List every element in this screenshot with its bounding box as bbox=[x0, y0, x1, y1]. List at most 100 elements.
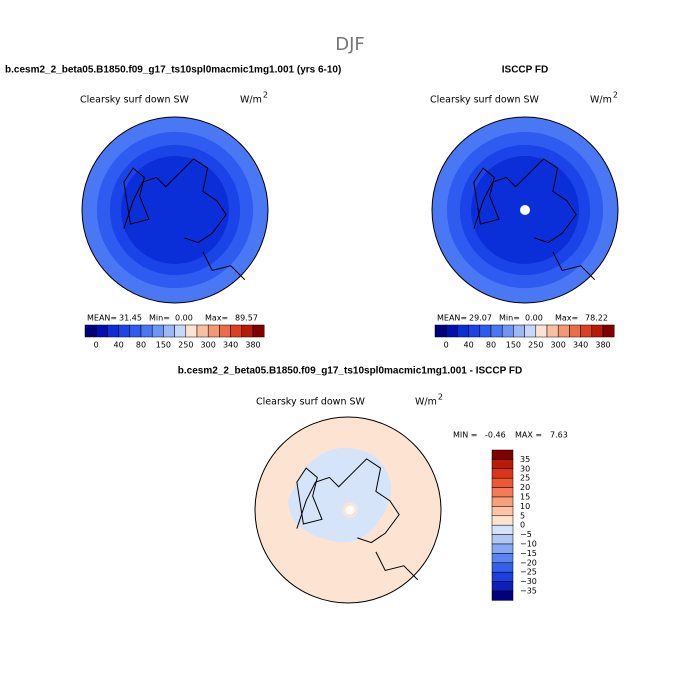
colorbar-box bbox=[479, 324, 492, 338]
coastline bbox=[473, 167, 500, 225]
colorbar-box bbox=[174, 324, 187, 338]
stat: Min= bbox=[499, 314, 520, 323]
stat: -0.46 bbox=[485, 431, 506, 440]
colorbar-label: 0 bbox=[520, 521, 525, 530]
coastline bbox=[375, 551, 419, 581]
colorbar-box bbox=[107, 324, 119, 338]
stat: 0.00 bbox=[175, 314, 193, 323]
field-label: Clearsky surf down SW bbox=[256, 397, 366, 408]
colorbar-box bbox=[602, 324, 615, 338]
figure-title: DJF bbox=[335, 34, 365, 55]
units: W/m bbox=[240, 95, 262, 106]
coastline bbox=[123, 167, 150, 225]
colorbar-box bbox=[151, 324, 164, 338]
colorbar-box bbox=[140, 324, 153, 338]
colorbar-box bbox=[491, 468, 514, 479]
colorbar-box bbox=[491, 477, 514, 488]
stat: Min= bbox=[149, 314, 170, 323]
units-power: 2 bbox=[263, 91, 268, 100]
colorbar-box bbox=[129, 324, 142, 338]
colorbar-box bbox=[163, 324, 175, 338]
colorbar-label: 25 bbox=[520, 474, 530, 483]
colorbar-label: 300 bbox=[201, 341, 216, 350]
units: W/m bbox=[415, 397, 437, 408]
neg-region bbox=[288, 447, 391, 543]
colorbar-box bbox=[491, 590, 514, 601]
coastline bbox=[473, 158, 577, 244]
colorbar-box bbox=[491, 506, 514, 517]
colorbar-label: 0 bbox=[444, 341, 449, 350]
colorbar-box bbox=[491, 496, 514, 507]
colorbar-label: −20 bbox=[520, 558, 537, 567]
colorbar-label: 80 bbox=[136, 341, 146, 350]
colorbar-box bbox=[491, 524, 514, 535]
colorbar-label: 5 bbox=[520, 511, 525, 520]
colorbar-box bbox=[491, 553, 514, 564]
colorbar-box bbox=[491, 562, 514, 573]
colorbar-label: 150 bbox=[506, 341, 521, 350]
stat: 29.07 bbox=[469, 314, 492, 323]
colorbar-label: 150 bbox=[156, 341, 171, 350]
colorbar-box bbox=[491, 449, 514, 460]
colorbar-box bbox=[524, 324, 537, 338]
colorbar-box bbox=[445, 324, 458, 338]
colorbar-label: 250 bbox=[178, 341, 193, 350]
colorbar-label: 340 bbox=[573, 341, 588, 350]
missing-data bbox=[520, 205, 530, 215]
colorbar-label: 15 bbox=[520, 493, 530, 502]
colorbar-box bbox=[491, 581, 514, 592]
coastline bbox=[123, 158, 227, 244]
units: W/m bbox=[590, 95, 612, 106]
colorbar-box bbox=[491, 543, 514, 554]
stat: MAX = bbox=[515, 431, 542, 440]
colorbar-box bbox=[546, 324, 559, 338]
colorbar-box bbox=[196, 324, 209, 338]
colorbar-label: 250 bbox=[528, 341, 543, 350]
stat: 31.45 bbox=[119, 314, 142, 323]
colorbar-box bbox=[557, 324, 570, 338]
colorbar-label: −15 bbox=[520, 549, 537, 558]
coastline bbox=[202, 251, 246, 281]
missing-data bbox=[342, 502, 358, 518]
colorbar-label: 380 bbox=[245, 341, 260, 350]
units-power: 2 bbox=[438, 393, 443, 402]
panel-title: b.cesm2_2_beta05.B1850.f09_g17_ts10spl0m… bbox=[5, 65, 341, 76]
colorbar-box bbox=[535, 324, 548, 338]
colorbar-label: 0 bbox=[94, 341, 99, 350]
colorbar-box bbox=[219, 324, 231, 338]
colorbar-box bbox=[434, 324, 447, 338]
colorbar-box bbox=[491, 515, 514, 526]
colorbar-box bbox=[491, 534, 514, 545]
colorbar-label: 380 bbox=[595, 341, 610, 350]
colorbar-label: 20 bbox=[520, 483, 530, 492]
colorbar-box bbox=[207, 324, 220, 338]
colorbar-box bbox=[569, 324, 581, 338]
colorbar-label: 80 bbox=[486, 341, 496, 350]
colorbar-box bbox=[501, 324, 514, 338]
colorbar-box bbox=[491, 571, 514, 582]
colorbar-label: 40 bbox=[464, 341, 474, 350]
stat: 78.22 bbox=[585, 314, 608, 323]
colorbar-label: −10 bbox=[520, 540, 537, 549]
stat: 7.63 bbox=[550, 431, 568, 440]
map-ring bbox=[121, 156, 229, 264]
colorbar-box bbox=[230, 324, 243, 338]
colorbar-label: 35 bbox=[520, 455, 530, 464]
colorbar-box bbox=[491, 487, 514, 498]
colorbar-box bbox=[118, 324, 131, 338]
colorbar-box bbox=[591, 324, 604, 338]
colorbar-label: −35 bbox=[520, 587, 537, 596]
colorbar-label: 40 bbox=[114, 341, 124, 350]
colorbar-box bbox=[185, 324, 198, 338]
units-power: 2 bbox=[613, 91, 618, 100]
panel-title: ISCCP FD bbox=[502, 65, 549, 76]
colorbar-box bbox=[241, 324, 254, 338]
stat: 89.57 bbox=[235, 314, 258, 323]
stat: MIN = bbox=[453, 431, 478, 440]
diff-title: b.cesm2_2_beta05.B1850.f09_g17_ts10spl0m… bbox=[178, 366, 522, 377]
colorbar-label: 10 bbox=[520, 502, 530, 511]
field-label: Clearsky surf down SW bbox=[430, 95, 540, 106]
coastline bbox=[296, 467, 323, 525]
colorbar-box bbox=[457, 324, 469, 338]
